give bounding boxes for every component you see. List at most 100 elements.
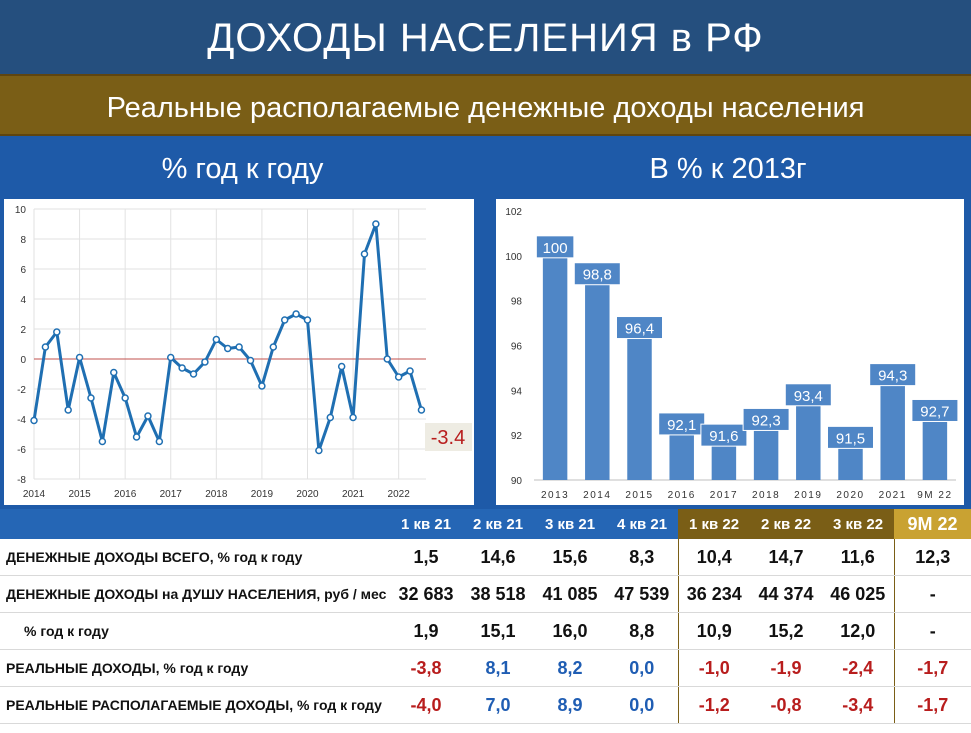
table-cell: 11,6 [822, 539, 894, 576]
data-point [372, 220, 380, 228]
bar [838, 446, 863, 480]
table-row: % год к году 1,9 15,1 16,0 8,8 10,9 15,2 12,0- [0, 612, 971, 650]
data-label: 92,3 [751, 412, 780, 429]
table-cell: 0,0 [606, 649, 678, 687]
y-tick-label: 8 [20, 235, 26, 246]
x-tick-label: 2014 [23, 489, 46, 500]
x-tick-label: 2016 [668, 490, 696, 501]
x-tick-label: 2014 [583, 490, 611, 501]
data-label-box [742, 407, 790, 431]
data-point [280, 316, 289, 324]
row-label: РЕАЛЬНЫЕ ДОХОДЫ, % год к году [0, 649, 390, 687]
x-tick-label: 2020 [296, 489, 319, 500]
data-point [30, 416, 38, 425]
data-label: 92,1 [667, 417, 696, 434]
x-tick-label: 2021 [342, 489, 365, 500]
data-label: 91,5 [836, 430, 865, 447]
y-tick-label: -4 [17, 415, 26, 426]
data-label-box [869, 363, 917, 387]
data-point [75, 353, 84, 362]
table-cell: 36 234 [677, 575, 750, 613]
table-cell: 7,0 [462, 686, 534, 724]
x-tick-label: 2017 [160, 489, 183, 500]
data-point [235, 343, 243, 351]
table-cell: -3,8 [390, 649, 462, 687]
bar [880, 383, 905, 480]
last-value-badge [425, 423, 472, 451]
table-cell: - [893, 575, 971, 613]
data-point [166, 353, 175, 362]
table-cell: 47 539 [606, 575, 678, 613]
table-cell: 12,3 [893, 539, 971, 576]
table-row: РЕАЛЬНЫЕ РАСПОЛАГАЕМЫЕ ДОХОДЫ, % год к г… [0, 686, 971, 724]
data-label-box [911, 398, 959, 422]
bar [711, 444, 737, 480]
income-table: 1 кв 21 2 кв 21 3 кв 21 4 кв 21 1 кв 22 2 кв … [0, 509, 971, 733]
data-point [41, 343, 50, 351]
data-point [406, 367, 414, 375]
data-point [189, 370, 198, 378]
table-cell: 10,9 [677, 612, 750, 650]
data-label: 93,4 [794, 388, 823, 405]
data-point [87, 394, 95, 402]
bar [542, 255, 568, 480]
data-label: 98,8 [583, 267, 612, 284]
y-tick-label: 90 [511, 476, 523, 487]
data-point [223, 344, 232, 353]
table-cell: 38 518 [462, 575, 534, 613]
table-cell: -0,8 [750, 686, 822, 724]
x-tick-label: 2019 [794, 490, 822, 501]
x-tick-label: 9M 22 [917, 490, 952, 501]
table-cell: -1,2 [677, 686, 750, 724]
data-label: 96,4 [625, 321, 654, 338]
data-point [292, 310, 300, 318]
table-cell: 1,9 [390, 612, 462, 650]
table-cell: 16,0 [534, 612, 606, 650]
column-header: 4 кв 21 [606, 509, 678, 539]
left-chart-heading: % год к году [161, 153, 324, 185]
row-label: ДЕНЕЖНЫЕ ДОХОДЫ ВСЕГО, % год к году [0, 539, 390, 576]
bar [796, 403, 821, 480]
table-row: ДЕНЕЖНЫЕ ДОХОДЫ на ДУШУ НАСЕЛЕНИЯ, руб /… [0, 575, 971, 613]
y-tick-label: 102 [505, 207, 522, 218]
data-point [417, 406, 426, 414]
table-cell: 8,9 [534, 686, 606, 724]
bar [669, 432, 694, 480]
last-value-label: -3.4 [431, 427, 465, 449]
data-point [315, 446, 323, 455]
data-point [121, 394, 129, 402]
row-label: % год к году [0, 612, 390, 650]
x-tick-label: 2020 [836, 490, 864, 501]
table-cell: 46 025 [822, 575, 894, 613]
data-label-box [535, 235, 575, 259]
y-tick-label: 2 [20, 325, 26, 336]
table-cell: -2,4 [822, 649, 894, 687]
data-label: 94,3 [878, 368, 907, 385]
table-cell: -1,0 [677, 649, 750, 687]
table-cell: 8,3 [606, 539, 678, 576]
table-cell: 8,2 [534, 649, 606, 687]
data-label: 92,7 [920, 403, 949, 420]
y-tick-label: 94 [511, 386, 523, 397]
data-point [246, 356, 255, 365]
table-cell: 14,7 [750, 539, 822, 576]
data-label: 91,6 [709, 428, 738, 445]
y-tick-label: 92 [511, 431, 523, 442]
page-subtitle: Реальные располагаемые денежные доходы н… [0, 74, 971, 136]
data-point [201, 358, 209, 366]
x-tick-label: 2019 [251, 489, 274, 500]
row-label: ДЕНЕЖНЫЕ ДОХОДЫ на ДУШУ НАСЕЛЕНИЯ, руб /… [0, 575, 390, 613]
table-cell: -3,4 [822, 686, 894, 724]
data-point [269, 343, 278, 351]
column-header: 9М 22 [894, 509, 971, 539]
table-cell: 44 374 [750, 575, 822, 613]
column-header: 3 кв 21 [534, 509, 606, 539]
x-tick-label: 2016 [114, 489, 137, 500]
y-tick-label: -2 [17, 385, 26, 396]
table-cell: 32 683 [390, 575, 462, 613]
x-tick-label: 2022 [388, 489, 411, 500]
table-body: ДЕНЕЖНЫЕ ДОХОДЫ ВСЕГО, % год к году 1,5 14… [0, 539, 971, 724]
y-tick-label: 10 [15, 205, 27, 216]
table-cell: -1,9 [750, 649, 822, 687]
column-header: 1 кв 22 [678, 509, 750, 539]
